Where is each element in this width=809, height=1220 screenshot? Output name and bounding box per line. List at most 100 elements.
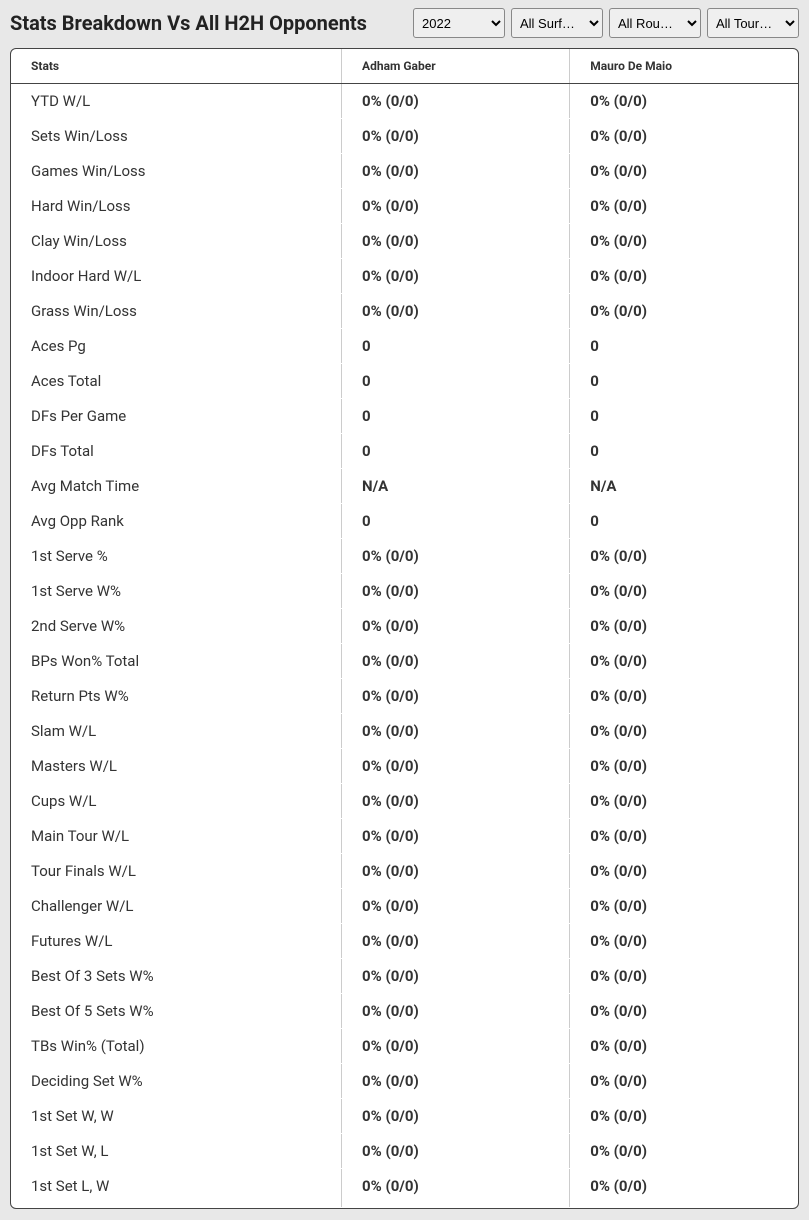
- player2-value: 0% (0/0): [570, 644, 798, 679]
- table-row: Return Pts W%0% (0/0)0% (0/0): [11, 679, 798, 714]
- player1-value: 0: [342, 399, 570, 434]
- player2-value: 0% (0/0): [570, 924, 798, 959]
- col-player1: Adham Gaber: [342, 49, 570, 84]
- player2-value: 0% (0/0): [570, 749, 798, 784]
- player1-value: 0% (0/0): [342, 1064, 570, 1099]
- player1-value: 0% (0/0): [342, 84, 570, 119]
- table-row: Tour Finals W/L0% (0/0)0% (0/0): [11, 854, 798, 889]
- player1-value: 0% (0/0): [342, 119, 570, 154]
- table-row: BPs Won% Total0% (0/0)0% (0/0): [11, 644, 798, 679]
- table-row: Slam W/L0% (0/0)0% (0/0): [11, 714, 798, 749]
- stat-label: Slam W/L: [11, 714, 342, 749]
- player1-value: 0: [342, 329, 570, 364]
- stat-label: Challenger W/L: [11, 889, 342, 924]
- player2-value: 0% (0/0): [570, 189, 798, 224]
- player1-value: 0% (0/0): [342, 1169, 570, 1208]
- table-row: Aces Pg00: [11, 329, 798, 364]
- player1-value: 0% (0/0): [342, 784, 570, 819]
- stats-header: Stats Breakdown Vs All H2H Opponents 202…: [0, 0, 809, 48]
- table-row: Cups W/L0% (0/0)0% (0/0): [11, 784, 798, 819]
- stat-label: TBs Win% (Total): [11, 1029, 342, 1064]
- player1-value: 0% (0/0): [342, 1134, 570, 1169]
- table-row: TBs Win% (Total)0% (0/0)0% (0/0): [11, 1029, 798, 1064]
- table-row: Clay Win/Loss0% (0/0)0% (0/0): [11, 224, 798, 259]
- player1-value: 0% (0/0): [342, 294, 570, 329]
- stat-label: YTD W/L: [11, 84, 342, 119]
- stat-label: 1st Set L, W: [11, 1169, 342, 1208]
- table-row: YTD W/L0% (0/0)0% (0/0): [11, 84, 798, 119]
- player1-value: 0% (0/0): [342, 574, 570, 609]
- stat-label: Cups W/L: [11, 784, 342, 819]
- surface-select[interactable]: All Surf…: [511, 8, 603, 38]
- table-row: Avg Match TimeN/AN/A: [11, 469, 798, 504]
- table-row: 2nd Serve W%0% (0/0)0% (0/0): [11, 609, 798, 644]
- table-row: Futures W/L0% (0/0)0% (0/0): [11, 924, 798, 959]
- player1-value: 0% (0/0): [342, 994, 570, 1029]
- player2-value: 0% (0/0): [570, 819, 798, 854]
- player1-value: 0% (0/0): [342, 539, 570, 574]
- col-player2: Mauro De Maio: [570, 49, 798, 84]
- table-row: DFs Total00: [11, 434, 798, 469]
- player2-value: 0% (0/0): [570, 574, 798, 609]
- stat-label: Indoor Hard W/L: [11, 259, 342, 294]
- table-row: Hard Win/Loss0% (0/0)0% (0/0): [11, 189, 798, 224]
- player1-value: 0% (0/0): [342, 259, 570, 294]
- player2-value: 0% (0/0): [570, 784, 798, 819]
- player2-value: 0% (0/0): [570, 679, 798, 714]
- round-select[interactable]: All Rou…: [609, 8, 701, 38]
- player2-value: 0% (0/0): [570, 959, 798, 994]
- stat-label: Best Of 5 Sets W%: [11, 994, 342, 1029]
- table-row: 1st Set W, L0% (0/0)0% (0/0): [11, 1134, 798, 1169]
- player2-value: 0% (0/0): [570, 889, 798, 924]
- player2-value: 0: [570, 329, 798, 364]
- stat-label: Sets Win/Loss: [11, 119, 342, 154]
- player2-value: 0% (0/0): [570, 1029, 798, 1064]
- player2-value: 0% (0/0): [570, 1064, 798, 1099]
- player2-value: 0% (0/0): [570, 259, 798, 294]
- table-row: Masters W/L0% (0/0)0% (0/0): [11, 749, 798, 784]
- player1-value: 0: [342, 504, 570, 539]
- stat-label: Hard Win/Loss: [11, 189, 342, 224]
- player1-value: N/A: [342, 469, 570, 504]
- player2-value: 0% (0/0): [570, 714, 798, 749]
- player1-value: 0: [342, 364, 570, 399]
- player2-value: 0% (0/0): [570, 539, 798, 574]
- player1-value: 0% (0/0): [342, 819, 570, 854]
- player2-value: 0% (0/0): [570, 1169, 798, 1208]
- filter-group: 2022 All Surf… All Rou… All Tour…: [413, 8, 799, 38]
- stat-label: DFs Total: [11, 434, 342, 469]
- year-select[interactable]: 2022: [413, 8, 505, 38]
- player2-value: 0: [570, 364, 798, 399]
- tour-select[interactable]: All Tour…: [707, 8, 799, 38]
- stat-label: Best Of 3 Sets W%: [11, 959, 342, 994]
- player1-value: 0% (0/0): [342, 154, 570, 189]
- stat-label: Games Win/Loss: [11, 154, 342, 189]
- player2-value: 0% (0/0): [570, 609, 798, 644]
- player2-value: N/A: [570, 469, 798, 504]
- player2-value: 0% (0/0): [570, 119, 798, 154]
- player2-value: 0% (0/0): [570, 1099, 798, 1134]
- table-row: 1st Serve %0% (0/0)0% (0/0): [11, 539, 798, 574]
- stat-label: 2nd Serve W%: [11, 609, 342, 644]
- stat-label: 1st Serve %: [11, 539, 342, 574]
- table-row: 1st Serve W%0% (0/0)0% (0/0): [11, 574, 798, 609]
- stat-label: Avg Match Time: [11, 469, 342, 504]
- player1-value: 0% (0/0): [342, 1029, 570, 1064]
- player1-value: 0% (0/0): [342, 609, 570, 644]
- player1-value: 0% (0/0): [342, 959, 570, 994]
- table-row: 1st Set L, W0% (0/0)0% (0/0): [11, 1169, 798, 1208]
- stat-label: Aces Total: [11, 364, 342, 399]
- player2-value: 0: [570, 434, 798, 469]
- player2-value: 0: [570, 399, 798, 434]
- table-row: Games Win/Loss0% (0/0)0% (0/0): [11, 154, 798, 189]
- col-stats: Stats: [11, 49, 342, 84]
- page-title: Stats Breakdown Vs All H2H Opponents: [10, 11, 367, 35]
- player2-value: 0% (0/0): [570, 854, 798, 889]
- player1-value: 0% (0/0): [342, 679, 570, 714]
- player1-value: 0% (0/0): [342, 749, 570, 784]
- table-row: Main Tour W/L0% (0/0)0% (0/0): [11, 819, 798, 854]
- table-row: Best Of 3 Sets W%0% (0/0)0% (0/0): [11, 959, 798, 994]
- table-row: 1st Set W, W0% (0/0)0% (0/0): [11, 1099, 798, 1134]
- player2-value: 0% (0/0): [570, 1134, 798, 1169]
- stat-label: 1st Set W, W: [11, 1099, 342, 1134]
